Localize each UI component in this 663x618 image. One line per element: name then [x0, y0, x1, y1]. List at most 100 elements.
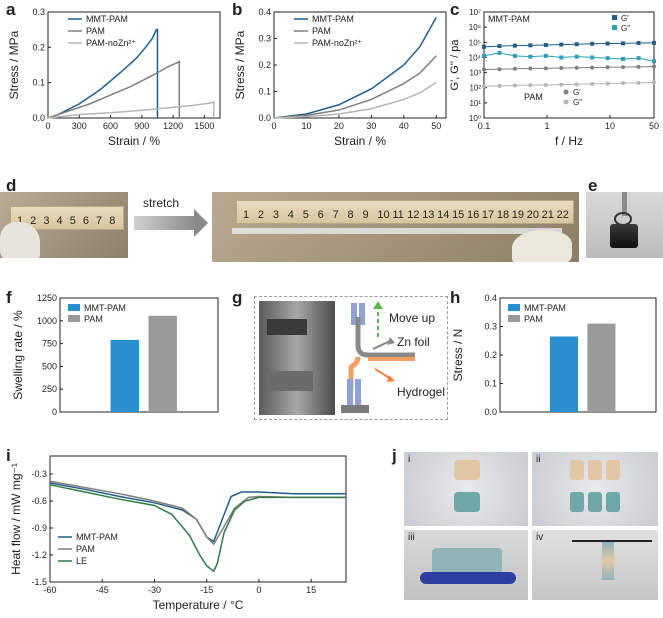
x-tick-label: 50 — [649, 121, 659, 131]
ruler-number: 3 — [272, 209, 279, 221]
legend-label: PAM-noZn²⁺ — [86, 38, 136, 48]
data-point — [621, 81, 626, 86]
data-point — [636, 80, 641, 85]
photo-g-tensile-setup — [259, 301, 335, 415]
weight-block — [610, 224, 638, 248]
legend-group-title: PAM — [524, 92, 543, 102]
y-axis-label: Heat flow / mW mg⁻¹ — [9, 463, 23, 575]
bar-mmt-pam — [549, 336, 578, 412]
data-point — [605, 56, 610, 61]
y-tick-label: 10⁵ — [469, 38, 481, 47]
x-tick-label: 1500 — [194, 121, 214, 131]
hand-left — [0, 222, 40, 258]
data-point — [482, 44, 486, 49]
data-point — [652, 59, 656, 64]
legend-swatch — [612, 15, 617, 20]
hand-right — [512, 230, 572, 262]
y-tick-label: 0.3 — [258, 34, 271, 44]
x-tick-label: -45 — [96, 585, 109, 595]
ruler-number: 4 — [287, 209, 294, 221]
ruler-number: 3 — [43, 215, 50, 227]
legend-swatch — [508, 304, 520, 311]
ruler-number: 17 — [481, 209, 495, 221]
label-hydrogel: Hydrogel — [397, 385, 446, 399]
x-tick-label: 1 — [544, 121, 549, 131]
ruler-number: 7 — [96, 215, 103, 227]
y-tick-label: -0.9 — [31, 523, 47, 533]
panel-label-b: b — [232, 0, 243, 19]
ruler-number: 10 — [377, 209, 390, 221]
plot-frame — [273, 11, 447, 119]
photo-d-stretched: 1 2 3 4 5 6 7 8 9 10 11 12 13 14 15 16 17 18 19 20 21 22 — [212, 192, 579, 262]
data-point — [543, 82, 548, 87]
legend-label: PAM — [86, 26, 105, 36]
hanging-strip — [622, 192, 627, 216]
legend-label: MMT-PAM — [312, 14, 354, 24]
panel-label-e: e — [588, 176, 598, 195]
legend-label: G'' — [621, 24, 631, 33]
y-tick-label: -0.6 — [31, 496, 47, 506]
sub-label-i: i — [408, 454, 411, 465]
ruler-number: 18 — [496, 209, 510, 221]
sub-label-iii: iii — [408, 532, 415, 543]
label-move-up: Move up — [389, 311, 436, 325]
stretched-hydrogel-strip — [232, 228, 562, 234]
ruler-number: 19 — [511, 209, 525, 221]
data-point — [574, 82, 579, 87]
series-line-pam-nozn- — [47, 101, 215, 119]
legend-swatch — [68, 304, 80, 311]
ruler-number: 12 — [407, 209, 420, 221]
y-tick-label: 0.3 — [32, 7, 45, 17]
ruler-number: 8 — [347, 209, 354, 221]
data-point — [652, 64, 656, 69]
series-line — [483, 52, 655, 62]
y-tick-label: 10² — [469, 84, 481, 93]
x-tick-label: 600 — [103, 121, 118, 131]
x-tick-label: 20 — [334, 121, 344, 131]
legend-label: PAM — [84, 314, 103, 324]
series-line-pam-nozn- — [273, 81, 437, 119]
y-tick-label: 0.1 — [258, 87, 271, 97]
data-point — [528, 43, 533, 48]
data-point — [636, 64, 641, 69]
data-point — [621, 65, 626, 70]
y-tick-label: 0.2 — [484, 350, 497, 360]
y-tick-label: 0.1 — [32, 78, 45, 88]
y-tick-label: 10⁰ — [469, 114, 481, 123]
data-point — [543, 66, 548, 71]
legend-label: G' — [621, 14, 629, 23]
data-point — [559, 66, 564, 71]
photo-j-ii: ii — [532, 452, 658, 526]
data-point — [621, 56, 626, 61]
x-tick-label: 0 — [256, 585, 261, 595]
x-tick-label: 15 — [306, 585, 316, 595]
bar-mmt-pam — [110, 339, 139, 412]
y-tick-label: -1.2 — [31, 550, 47, 560]
legend-label: PAM — [312, 26, 331, 36]
sample-teal — [454, 492, 480, 512]
data-point — [482, 84, 486, 89]
data-point — [482, 67, 486, 72]
x-axis-label: Strain / % — [108, 134, 160, 148]
series-line-pam — [49, 480, 346, 546]
data-point — [636, 41, 641, 46]
bar-pam — [587, 323, 616, 412]
data-point — [543, 53, 548, 58]
series-line — [483, 66, 655, 71]
sample-tan — [454, 460, 480, 480]
panel-label-d: d — [6, 176, 17, 195]
y-axis-label: Stress / N — [451, 329, 465, 382]
chart-i-dsc: -60 -45 -30 -15 0 15 -0.3 -0.6 -0.9 -1.2 -1.5 Tempe… — [9, 455, 347, 612]
y-tick-label: 0.2 — [258, 60, 271, 70]
schematic-g — [341, 301, 415, 413]
stretch-arrow — [134, 216, 196, 230]
series-line-pam — [47, 60, 181, 119]
y-tick-label: 0.2 — [32, 42, 45, 52]
legend-swatch — [563, 99, 569, 105]
y-tick-label: 1250 — [37, 293, 57, 303]
ruler-number: 1 — [243, 209, 250, 221]
series-line — [483, 42, 655, 48]
stretch-label: stretch — [143, 196, 180, 210]
y-tick-label: 0 — [52, 407, 57, 417]
data-point — [652, 80, 656, 85]
